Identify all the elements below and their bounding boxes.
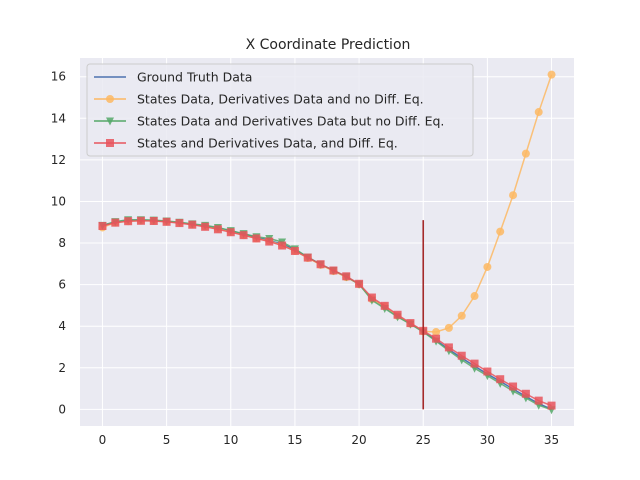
data-point — [111, 218, 120, 227]
legend-swatch-marker — [106, 117, 114, 126]
data-point — [483, 367, 492, 376]
x-tick-label: 30 — [480, 433, 495, 447]
data-point — [239, 231, 248, 240]
data-point — [252, 234, 261, 243]
legend: Ground Truth Data States Data, Derivative… — [86, 63, 474, 157]
data-point — [547, 401, 556, 410]
legend-label: Ground Truth Data — [137, 70, 252, 85]
data-point — [149, 217, 158, 226]
data-point — [393, 310, 402, 319]
data-point — [278, 241, 287, 250]
x-tick-label: 15 — [287, 433, 302, 447]
data-series — [98, 70, 556, 415]
data-point — [521, 149, 530, 158]
data-point — [226, 228, 235, 237]
data-point — [547, 70, 556, 79]
data-point — [316, 260, 325, 269]
data-point — [432, 328, 441, 337]
data-point — [470, 292, 479, 301]
data-point — [380, 301, 389, 310]
data-point — [355, 279, 364, 288]
chart-title: X Coordinate Prediction — [246, 37, 411, 53]
data-point — [457, 351, 466, 360]
data-point — [534, 396, 543, 405]
x-tick-label: 20 — [351, 433, 366, 447]
legend-swatch-marker — [106, 95, 114, 103]
data-point — [457, 311, 466, 320]
data-point — [162, 217, 171, 226]
data-point — [509, 382, 518, 391]
data-point — [496, 375, 505, 384]
legend-item-2: States Data and Derivatives Data but no … — [94, 114, 444, 129]
data-point — [290, 246, 299, 255]
data-point — [483, 262, 492, 271]
data-point — [496, 227, 505, 236]
legend-item-1: States Data, Derivatives Data and no Dif… — [94, 92, 424, 107]
x-tick-label: 35 — [544, 433, 559, 447]
legend-box — [86, 63, 474, 157]
legend-label: States Data and Derivatives Data but no … — [137, 114, 444, 129]
data-point — [98, 221, 107, 230]
data-point — [521, 389, 530, 398]
legend-item-3: States and Derivatives Data, and Diff. E… — [94, 136, 398, 151]
y-tick-label: 2 — [58, 361, 66, 375]
data-point — [175, 219, 184, 228]
legend-label: States and Derivatives Data, and Diff. E… — [137, 136, 398, 151]
y-tick-label: 8 — [58, 236, 66, 250]
data-point — [136, 216, 145, 225]
data-point — [329, 266, 338, 275]
x-tick-label: 25 — [416, 433, 431, 447]
legend-items: Ground Truth Data States Data, Derivative… — [94, 70, 444, 151]
y-tick-label: 14 — [51, 111, 66, 125]
data-point — [201, 222, 210, 231]
data-point — [470, 359, 479, 368]
x-tick-label: 0 — [99, 433, 107, 447]
y-tick-label: 16 — [51, 70, 66, 84]
data-point — [303, 253, 312, 262]
legend-item-0: Ground Truth Data — [94, 70, 252, 85]
data-point — [265, 237, 274, 246]
data-point — [188, 220, 197, 229]
data-point — [444, 343, 453, 352]
data-point — [342, 272, 351, 281]
y-tick-label: 0 — [58, 402, 66, 416]
data-point — [534, 108, 543, 117]
y-tick-label: 6 — [58, 278, 66, 292]
x-tick-label: 10 — [223, 433, 238, 447]
data-point — [444, 323, 453, 332]
legend-swatch-marker — [106, 139, 114, 147]
data-point — [509, 191, 518, 200]
data-point — [124, 217, 133, 226]
series-3 — [98, 216, 556, 410]
data-point — [367, 293, 376, 302]
data-point — [432, 334, 441, 343]
y-tick-label: 10 — [51, 194, 66, 208]
data-point — [213, 225, 222, 234]
data-point — [406, 319, 415, 328]
y-tick-label: 12 — [51, 153, 66, 167]
x-tick-label: 5 — [163, 433, 171, 447]
tick-labels: 0 5 10 15 20 25 30 35 0 2 4 6 8 10 12 14 16 — [51, 70, 559, 447]
y-tick-label: 4 — [58, 319, 66, 333]
legend-label: States Data, Derivatives Data and no Dif… — [137, 92, 424, 107]
